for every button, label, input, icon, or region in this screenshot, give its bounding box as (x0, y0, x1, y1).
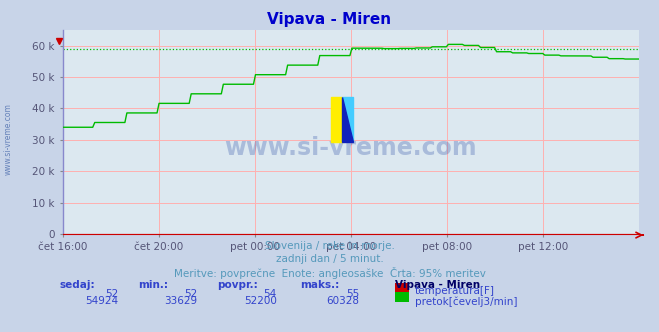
Text: Slovenija / reke in morje.: Slovenija / reke in morje. (264, 241, 395, 251)
Text: zadnji dan / 5 minut.: zadnji dan / 5 minut. (275, 254, 384, 264)
Text: www.si-vreme.com: www.si-vreme.com (225, 136, 477, 160)
Text: Vipava - Miren: Vipava - Miren (268, 12, 391, 27)
Text: 52: 52 (185, 289, 198, 298)
Text: 54924: 54924 (86, 296, 119, 306)
Text: 33629: 33629 (165, 296, 198, 306)
Text: sedaj:: sedaj: (59, 280, 95, 290)
Polygon shape (342, 97, 353, 142)
Text: 54: 54 (264, 289, 277, 298)
Text: Vipava - Miren: Vipava - Miren (395, 280, 480, 290)
Text: 52: 52 (105, 289, 119, 298)
Text: 52200: 52200 (244, 296, 277, 306)
Bar (331, 97, 342, 142)
Polygon shape (342, 97, 353, 142)
Text: Meritve: povprečne  Enote: angleosaške  Črta: 95% meritev: Meritve: povprečne Enote: angleosaške Čr… (173, 267, 486, 279)
Text: maks.:: maks.: (300, 280, 339, 290)
Text: pretok[čevelj3/min]: pretok[čevelj3/min] (415, 296, 518, 307)
Text: min.:: min.: (138, 280, 169, 290)
Text: povpr.:: povpr.: (217, 280, 258, 290)
Text: 55: 55 (346, 289, 359, 298)
Text: 60328: 60328 (326, 296, 359, 306)
Text: www.si-vreme.com: www.si-vreme.com (4, 104, 13, 175)
Text: temperatura[F]: temperatura[F] (415, 286, 495, 296)
